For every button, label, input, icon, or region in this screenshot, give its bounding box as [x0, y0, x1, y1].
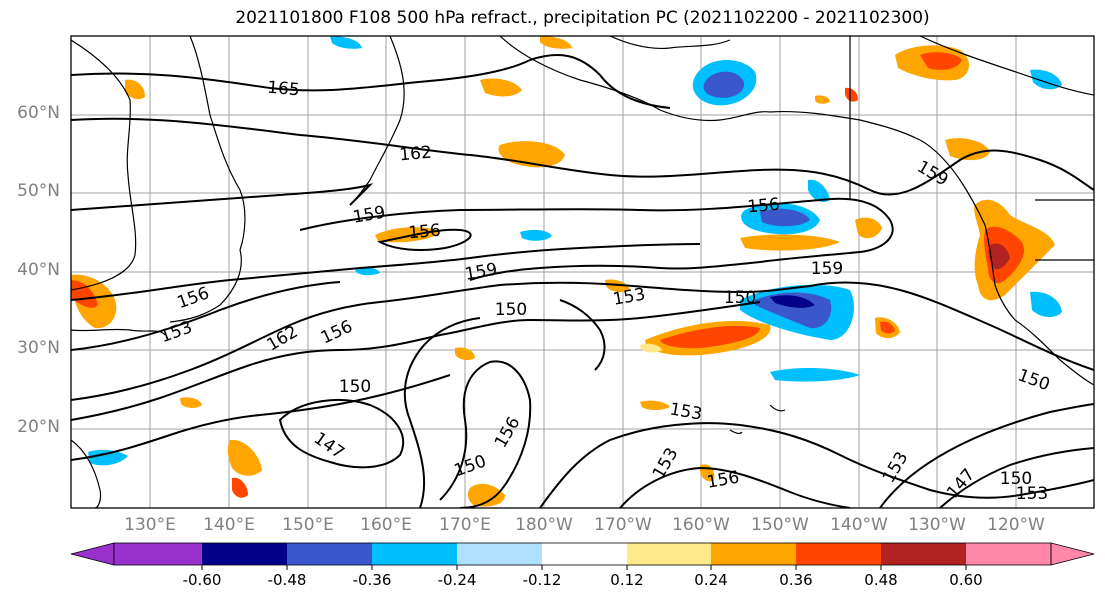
colorbar-tick-label: -0.36: [352, 571, 392, 589]
colorbar-segment: [372, 543, 457, 565]
lon-label: 150°W: [751, 515, 809, 535]
lon-label: 170°E: [439, 515, 491, 535]
refractivity-contours: [71, 54, 1094, 508]
colorbar-tick-label: 0.36: [779, 571, 813, 589]
colorbar-tick-label: 0.60: [949, 571, 983, 589]
colorbar-segment: [627, 543, 711, 565]
colorbar-segment: [881, 543, 966, 565]
colorbar-min-extension: [70, 542, 115, 566]
colorbar-tick-label: -0.24: [437, 571, 477, 589]
contour-label: 150: [1000, 469, 1032, 489]
lon-label: 140°W: [830, 515, 888, 535]
lon-label: 170°W: [594, 515, 652, 535]
lon-label: 130°W: [908, 515, 966, 535]
lon-label: 130°E: [124, 515, 176, 535]
colorbar-outline: [113, 542, 1052, 566]
contour-label: 156: [408, 221, 442, 244]
lon-label: 140°E: [203, 515, 255, 535]
coastlines: [71, 36, 1094, 508]
lat-label: 40°N: [17, 260, 60, 280]
colorbar-segment: [711, 543, 796, 565]
contour-label: 162: [399, 143, 433, 166]
colorbar-tick-marks: [201, 565, 967, 570]
colorbar-tick-label: 0.48: [864, 571, 898, 589]
contour-label: 153: [1016, 484, 1048, 504]
colorbar-segment: [114, 543, 202, 565]
lon-label: 120°W: [987, 515, 1045, 535]
map-border: [70, 35, 1095, 509]
colorbar-segment: [966, 543, 1051, 565]
colorbar-tick-label: -0.60: [182, 571, 222, 589]
colorbar-tick-label: 0.12: [610, 571, 644, 589]
colorbar-max-extension: [1050, 542, 1095, 566]
colorbar-tick-label: 0.24: [694, 571, 728, 589]
colorbar-segment: [202, 543, 287, 565]
lon-label: 160°W: [672, 515, 730, 535]
graticule: [71, 36, 1094, 508]
contour-label: 165: [266, 78, 300, 101]
contour-label: 150: [495, 300, 527, 320]
colorbar-tick-label: -0.12: [522, 571, 562, 589]
colorbar-segment: [542, 543, 627, 565]
contour-label: 159: [811, 259, 843, 279]
contour-label: 150: [339, 377, 371, 397]
colorbar: [70, 542, 1095, 570]
lon-label: 150°E: [282, 515, 334, 535]
colorbar-tick-label: -0.48: [267, 571, 307, 589]
lon-label: 180°W: [515, 515, 573, 535]
lat-label: 50°N: [17, 181, 60, 201]
colorbar-segment: [796, 543, 881, 565]
lon-label: 160°E: [360, 515, 412, 535]
contour-label: 150: [724, 288, 756, 308]
lat-label: 20°N: [17, 417, 60, 437]
colorbar-segment: [287, 543, 372, 565]
colorbar-segment: [457, 543, 542, 565]
contour-label: 156: [747, 195, 781, 218]
lat-label: 60°N: [17, 103, 60, 123]
lat-label: 30°N: [17, 338, 60, 358]
map-title: 2021101800 F108 500 hPa refract., precip…: [235, 8, 930, 28]
